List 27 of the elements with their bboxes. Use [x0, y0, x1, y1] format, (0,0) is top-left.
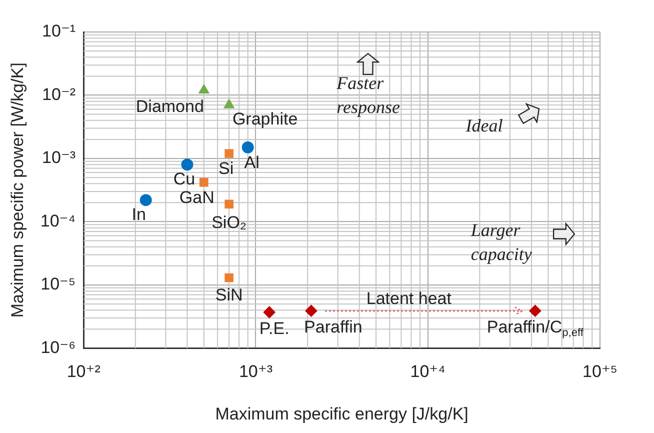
y-axis-title: Maximum specific power [W/kg/K] [8, 62, 27, 318]
annotation: P.E. [259, 318, 290, 338]
annotation: GaN [179, 188, 214, 207]
annotation: Faster response [336, 72, 400, 117]
annotation: Si [218, 159, 234, 178]
annotation: Ideal [464, 116, 503, 136]
annotation: SiO₂ [212, 212, 247, 232]
y-tick-label: 10⁻² [42, 84, 76, 104]
annotation: Graphite [232, 110, 298, 129]
x-tick-label: 10⁺⁵ [582, 362, 618, 382]
y-tick-label: 10⁻³ [42, 148, 76, 168]
y-tick-label: 10⁻¹ [42, 22, 76, 41]
annotation: SiN [215, 285, 243, 304]
y-tick-label: 10⁻⁶ [40, 338, 76, 357]
x-tick-label: 10⁺² [66, 362, 101, 382]
annotation: Latent heat [366, 288, 452, 308]
x-axis-title: Maximum specific energy [J/kg/K] [215, 404, 468, 424]
annotation: Paraffin [304, 318, 362, 337]
annotation: Al [244, 153, 260, 172]
x-tick-label: 10⁺³ [238, 362, 273, 382]
y-tick-label: 10⁻⁵ [40, 274, 76, 294]
annotation: In [132, 204, 146, 224]
y-tick-label: 10⁻⁴ [40, 211, 76, 230]
annotation: Cu [173, 169, 196, 188]
annotation: Larger capacity [470, 220, 532, 264]
x-tick-label: 10⁺⁴ [410, 362, 446, 382]
annotation: Diamond [136, 96, 204, 116]
